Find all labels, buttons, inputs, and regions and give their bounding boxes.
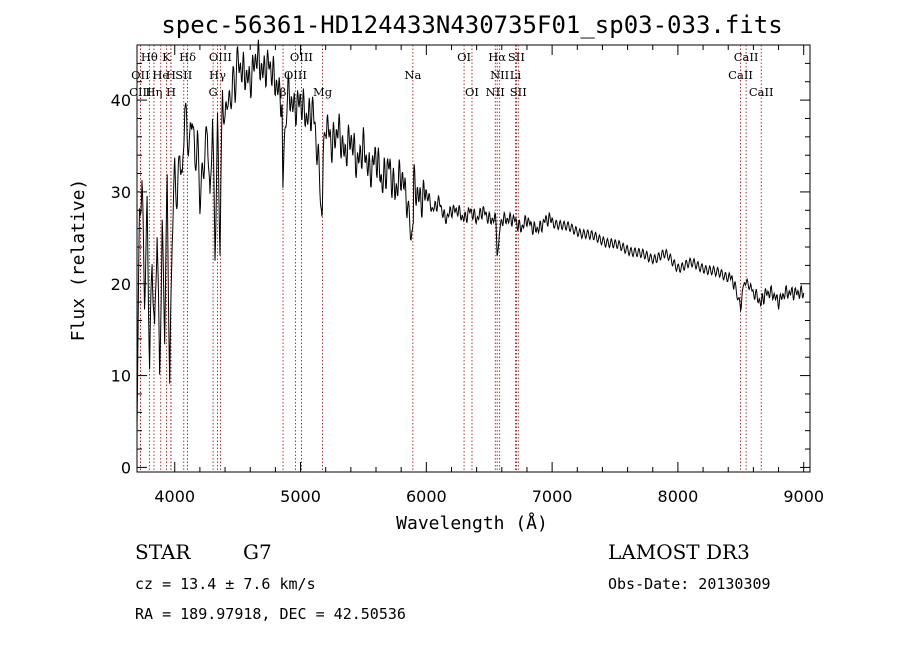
x-axis-ticks: 4000 5000 6000 7000 8000 9000	[154, 45, 824, 506]
line-label-11: H	[166, 68, 176, 82]
x-axis-label: Wavelength (Å)	[396, 512, 548, 534]
spectrum-series	[136, 39, 805, 431]
line-label-9: OII	[131, 68, 150, 82]
x-tick-label-0: 4000	[154, 487, 195, 506]
plot-frame	[136, 44, 811, 473]
line-label-23: β	[280, 85, 287, 99]
line-label-26: NII	[486, 85, 505, 99]
x-tick-label-5: 9000	[783, 487, 824, 506]
line-label-13: Hγ	[209, 68, 226, 82]
line-label-16: NII	[490, 68, 509, 82]
y-tick-label-2: 20	[111, 275, 131, 294]
x-tick-label-1: 5000	[280, 487, 321, 506]
chart-title: spec-56361-HD124433N430735F01_sp03-033.f…	[161, 11, 782, 39]
survey-name: LAMOST DR3	[608, 540, 750, 564]
y-tick-label-1: 10	[111, 367, 131, 386]
line-label-4: OIII	[290, 50, 313, 64]
x-tick-label-4: 8000	[658, 487, 699, 506]
y-tick-label-4: 40	[111, 91, 131, 110]
y-tick-label-0: 0	[121, 458, 131, 477]
line-label-21: H	[166, 85, 176, 99]
redshift-cz: cz = 13.4 ± 7.6 km/s	[135, 575, 316, 593]
y-tick-label-3: 30	[111, 183, 131, 202]
spectral-subclass: G7	[243, 540, 272, 564]
line-label-12: SII	[175, 68, 192, 82]
line-label-8: CaII	[734, 50, 759, 64]
line-label-5: OI	[457, 50, 471, 64]
line-label-20: Hη	[146, 85, 163, 99]
spectral-line-markers	[139, 45, 762, 472]
line-label-1: K	[162, 50, 171, 64]
line-label-19: CIII	[129, 85, 151, 99]
x-tick-label-3: 7000	[532, 487, 573, 506]
line-label-22: G	[209, 85, 218, 99]
line-label-7: SII	[508, 50, 525, 64]
y-axis-label: Flux (relative)	[68, 179, 89, 342]
line-label-17: Li	[510, 68, 522, 82]
line-label-18: CaII	[728, 68, 753, 82]
line-label-24: Mg	[313, 85, 333, 99]
line-label-0: Hθ	[141, 50, 158, 64]
line-label-6: Hα	[488, 50, 506, 64]
y-axis-ticks: 0 10 20 30 40	[111, 62, 810, 477]
line-label-3: OIII	[209, 50, 232, 64]
line-label-2: Hδ	[179, 50, 196, 64]
line-label-28: CaII	[749, 85, 774, 99]
line-label-15: Na	[404, 68, 421, 82]
observation-date: Obs-Date: 20130309	[608, 575, 771, 593]
spectrum-line	[136, 39, 805, 431]
coordinates: RA = 189.97918, DEC = 42.50536	[135, 605, 406, 623]
object-type: STAR	[135, 540, 191, 564]
line-label-25: OI	[465, 85, 479, 99]
line-label-10: He	[152, 68, 169, 82]
x-tick-label-2: 6000	[406, 487, 447, 506]
line-label-27: SII	[510, 85, 527, 99]
line-label-14: OIII	[284, 68, 307, 82]
